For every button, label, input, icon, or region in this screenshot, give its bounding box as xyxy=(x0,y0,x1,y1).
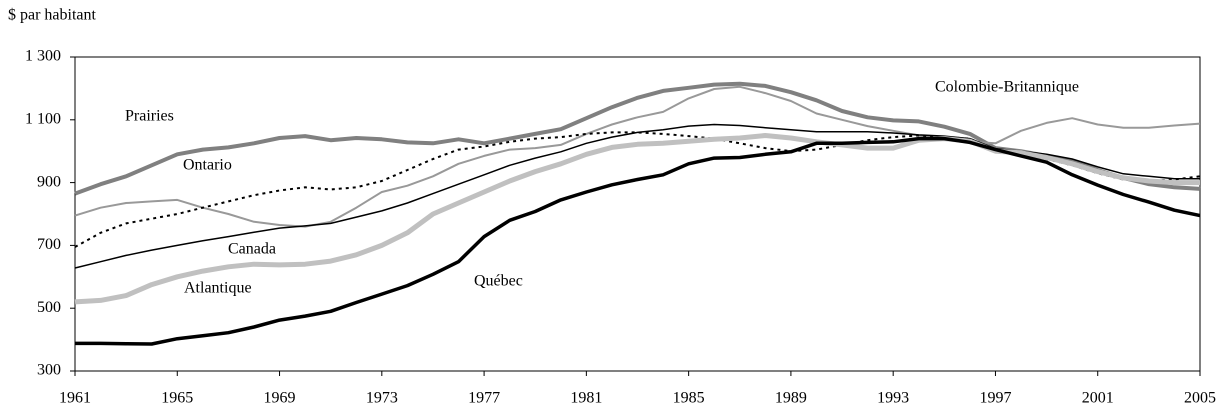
y-tick-label: 300 xyxy=(37,362,61,379)
x-tick-label: 2001 xyxy=(1082,390,1114,407)
series-line xyxy=(74,81,1201,196)
series-label: Colombie-Britannique xyxy=(935,79,1079,96)
x-tick-label: 1965 xyxy=(161,390,193,407)
y-axis-label: $ par habitant xyxy=(8,7,97,24)
series-label: Québec xyxy=(474,273,523,290)
x-tick-label: 1977 xyxy=(468,390,500,407)
series-label: Ontario xyxy=(183,157,232,174)
series-line xyxy=(75,136,1201,346)
series-label: Atlantique xyxy=(184,280,252,297)
y-tick-label: 500 xyxy=(37,299,61,316)
x-tick-label: 1985 xyxy=(673,390,705,407)
x-tick-label: 1989 xyxy=(775,390,807,407)
x-tick-label: 2005 xyxy=(1184,390,1216,407)
y-tick-label: 1 100 xyxy=(25,110,61,127)
y-tick-label: 1 300 xyxy=(25,48,61,65)
series-label: Prairies xyxy=(125,108,174,125)
series-label: Canada xyxy=(228,241,276,258)
x-tick-label: 1973 xyxy=(366,390,398,407)
y-tick-label: 700 xyxy=(37,236,61,253)
x-tick-label: 1961 xyxy=(59,390,91,407)
plot-frame xyxy=(74,56,1201,372)
x-tick-label: 1969 xyxy=(264,390,296,407)
y-tick-label: 900 xyxy=(37,173,61,190)
x-tick-label: 1993 xyxy=(877,390,909,407)
series-line xyxy=(74,85,1201,228)
x-tick-label: 1997 xyxy=(979,390,1011,407)
series-line xyxy=(74,131,1201,248)
x-tick-label: 1981 xyxy=(570,390,602,407)
